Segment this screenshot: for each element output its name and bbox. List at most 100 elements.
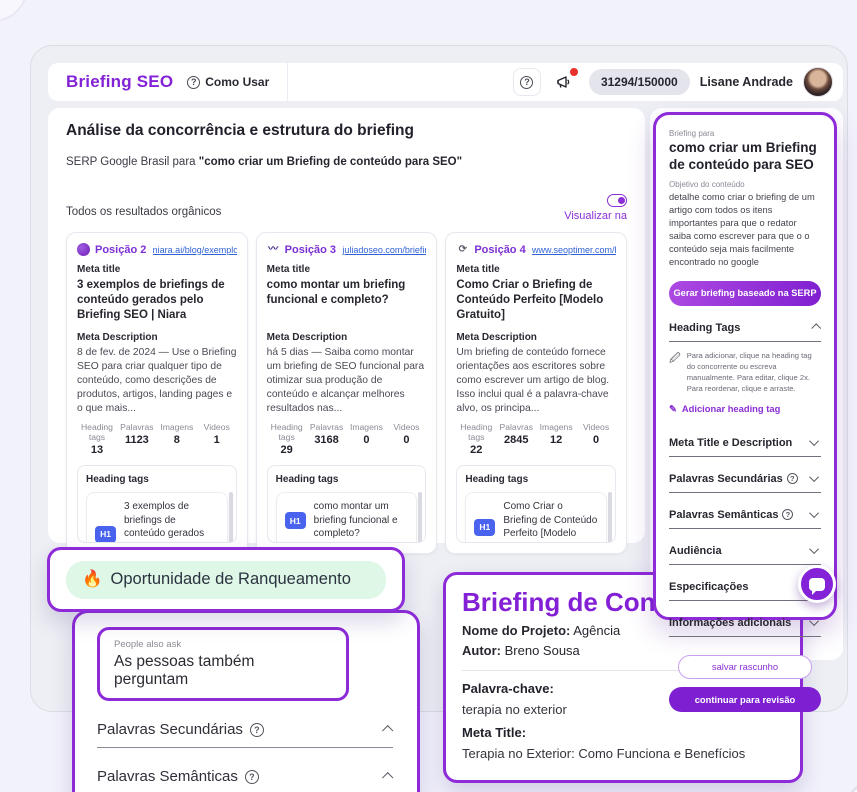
add-heading-tag-link[interactable]: ✎ Adicionar heading tag — [669, 403, 821, 415]
people-also-ask-label: People also ask — [114, 639, 182, 650]
accordion-label: Palavras Secundárias — [97, 721, 243, 738]
save-draft-button[interactable]: salvar rascunho — [678, 654, 812, 679]
add-heading-tag-label: Adicionar heading tag — [681, 403, 781, 415]
meta-description: há 5 dias — Saiba como montar um briefin… — [266, 347, 425, 414]
credits-counter: 31294/150000 — [588, 69, 690, 95]
stat-label: Heading tags — [270, 422, 303, 443]
decorative-arc-bottom-right — [845, 780, 857, 792]
scrollbar[interactable] — [418, 492, 423, 543]
section-audiencia[interactable]: Audiência — [669, 544, 821, 565]
megaphone-icon — [557, 75, 570, 88]
meta-description: 8 de fev. de 2024 — Use o Briefing SEO p… — [77, 347, 237, 414]
people-also-ask-box: People also ask As pessoas também pergun… — [97, 627, 349, 701]
generate-briefing-button[interactable]: Gerar briefing baseado na SERP — [669, 280, 821, 306]
competitor-link[interactable]: niara.ai/blog/exemplo-b — [152, 244, 237, 255]
como-usar-link[interactable]: ? Como Usar — [187, 75, 269, 89]
project-label: Nome do Projeto: — [462, 623, 571, 638]
h-badge: H1 — [95, 525, 116, 543]
author-row: Autor: Breno Sousa — [462, 643, 784, 658]
scrollbar[interactable] — [228, 492, 233, 543]
stat-label: Heading tags — [460, 422, 493, 443]
meta-description: Um briefing de conteúdo fornece orientaç… — [456, 347, 610, 414]
view-toggle[interactable]: Visualizar na — [564, 194, 627, 222]
section-informacoes-adicionais[interactable]: Informações adicionais — [669, 616, 821, 637]
stat-label: Videos — [583, 422, 610, 433]
favicon-icon — [77, 243, 90, 256]
stat-label: Videos — [393, 422, 420, 433]
briefing-preview-title: Briefing de Cont — [462, 587, 665, 617]
stat-value: 29 — [280, 444, 293, 457]
heading-tags-box: Heading tags H1 Como Criar o Briefing de … — [456, 465, 617, 543]
help-button[interactable]: ? — [512, 68, 541, 96]
meta-title-value: Terapia no Exterior: Como Funciona e Ben… — [462, 746, 746, 761]
accordion-palavras-semanticas[interactable]: Palavras Semânticas? — [97, 768, 394, 792]
meta-title: Como Criar o Briefing de Conteúdo Perfei… — [456, 279, 604, 321]
serp-subtitle: SERP Google Brasil para "como criar um B… — [66, 156, 627, 168]
serp-features-callout: People also ask As pessoas também pergun… — [72, 610, 420, 792]
heading-tag-item[interactable]: H1 Como Criar o Briefing de Conteúdo Perf… — [465, 492, 608, 543]
stats-row: Heading tags 13 Palavras 1123 Imagens 8 Vid… — [77, 422, 237, 456]
h-badge: H1 — [474, 518, 496, 536]
page-title: Análise da concorrência e estrutura do b… — [66, 122, 414, 139]
briefing-title: como criar um Briefing de conteúdo para … — [669, 140, 817, 172]
objective-label: Objetivo do conteúdo — [669, 179, 745, 189]
chevron-down-icon — [809, 508, 820, 519]
info-icon: ? — [782, 509, 794, 521]
h-badge: H1 — [284, 512, 306, 530]
heading-text: como montar um briefing funcional e comp… — [313, 501, 398, 540]
stat-value: 1123 — [124, 434, 149, 447]
question-icon: ? — [520, 75, 534, 89]
section-label: Palavras Secundárias — [669, 472, 783, 485]
stat-label: Imagens — [349, 422, 383, 433]
stats-row: Heading tags 22 Palavras 2845 Imagens 12 Vi… — [456, 422, 616, 456]
section-label: Meta Title e Description — [669, 436, 793, 449]
info-icon: ? — [244, 769, 259, 784]
competitor-link[interactable]: juliadoseo.com/briefing- — [342, 244, 426, 255]
continue-review-button[interactable]: continuar para revisão — [669, 686, 821, 712]
app-title: Briefing SEO — [66, 72, 174, 91]
keyword-value: terapia no exterior — [462, 702, 567, 717]
help-text: Para adicionar, clique na heading tag do… — [686, 350, 812, 393]
section-palavras-secundarias[interactable]: Palavras Secundárias? — [669, 472, 821, 493]
section-heading-tags[interactable]: Heading Tags — [669, 321, 822, 342]
heading-tags-box: Heading tags H1 como montar um briefing f… — [266, 465, 427, 543]
chat-bubble-icon — [809, 577, 825, 595]
heading-tag-item[interactable]: H1 como montar um briefing funcional e co… — [275, 492, 418, 543]
competitor-card: Posição 2 niara.ai/blog/exemplo-b Meta t… — [66, 232, 248, 554]
opportunity-label: Oportunidade de Ranqueamento — [110, 570, 351, 588]
avatar[interactable] — [803, 67, 833, 97]
author-label: Autor: — [462, 643, 501, 658]
author-value: Breno Sousa — [504, 643, 580, 658]
scrollbar[interactable] — [608, 492, 613, 543]
position-label: Posição 2 — [95, 243, 147, 256]
competitor-link[interactable]: www.seoptimer.com/br/ — [532, 244, 617, 255]
pencil-icon: ✎ — [669, 402, 677, 414]
accordion-label: Palavras Semânticas — [97, 768, 238, 785]
heading-tag-item[interactable]: H1 3 exemplos de briefings de conteúdo ge… — [86, 492, 228, 543]
section-palavras-semanticas[interactable]: Palavras Semânticas? — [669, 508, 821, 529]
briefing-para-label: Briefing para — [669, 129, 715, 138]
meta-title-label: Meta title — [266, 264, 311, 275]
section-especificacoes[interactable]: Especificações — [669, 580, 821, 601]
competitor-card: 〰 Posição 3 juliadoseo.com/briefing- Met… — [255, 232, 438, 554]
section-label: Heading Tags — [669, 321, 741, 334]
people-also-ask-title: As pessoas também perguntam — [114, 653, 255, 688]
toggle-switch-icon[interactable] — [607, 194, 627, 207]
section-label: Especificações — [669, 580, 749, 593]
briefing-sidebar: Briefing para como criar um Briefing de … — [653, 112, 837, 712]
stat-label: Palavras — [120, 422, 154, 433]
chevron-up-icon — [382, 724, 394, 736]
chevron-down-icon — [809, 544, 820, 555]
section-meta-title[interactable]: Meta Title e Description — [669, 436, 821, 457]
favicon-icon: ⟳ — [458, 243, 468, 255]
stat-value: 0 — [363, 434, 370, 447]
stat-label: Imagens — [160, 422, 194, 433]
meta-description-label: Meta Description — [456, 332, 537, 343]
competitor-card: ⟳ Posição 4 www.seoptimer.com/br/ Meta t… — [445, 232, 628, 554]
chat-widget-button[interactable] — [798, 565, 836, 603]
accordion-palavras-secundarias[interactable]: Palavras Secundárias? — [97, 721, 394, 748]
serp-prefix: SERP Google Brasil para — [66, 156, 196, 168]
project-row: Nome do Projeto: Agência — [462, 623, 784, 638]
opportunity-callout: 🔥 Oportunidade de Ranqueamento — [47, 547, 405, 612]
announcements-button[interactable] — [551, 68, 579, 96]
